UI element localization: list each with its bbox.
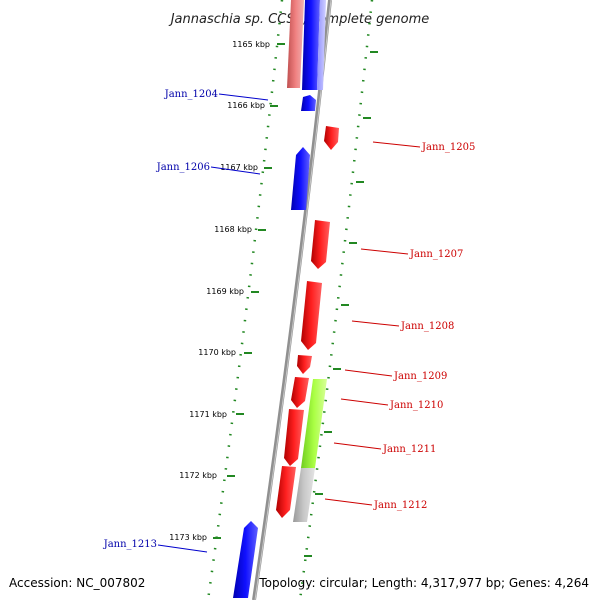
gene-jann1210: [291, 377, 309, 408]
other-feature: [293, 468, 315, 522]
gene-feature: [317, 0, 326, 90]
gene-feature: [287, 0, 304, 88]
tick-label: 1166 kbp: [227, 101, 265, 110]
rna-feature: [301, 379, 327, 468]
gene-label-jann1205[interactable]: Jann_1205: [421, 142, 475, 153]
label-leader: [324, 498, 373, 506]
label-leader: [157, 544, 208, 553]
gene-feature: [302, 0, 320, 90]
tick-label: 1165 kbp: [232, 40, 270, 49]
label-leader: [344, 369, 393, 377]
gene-jann1206: [291, 147, 310, 210]
gene-label-jann1212[interactable]: Jann_1212: [373, 500, 427, 511]
tick-label: 1170 kbp: [198, 348, 236, 357]
tick-label: 1168 kbp: [214, 225, 252, 234]
label-leader: [218, 93, 269, 101]
gene-label-jann1210[interactable]: Jann_1210: [389, 400, 443, 411]
gene-jann1212: [276, 466, 296, 518]
gene-label-jann1206[interactable]: Jann_1206: [156, 162, 210, 173]
gene-label-jann1211[interactable]: Jann_1211: [382, 444, 436, 455]
scale-ticks: [213, 43, 378, 557]
accession-text: Accession: NC_007802: [9, 576, 145, 590]
gene-jann1204: [301, 95, 316, 111]
label-leader: [372, 141, 421, 148]
gene-label-jann1208[interactable]: Jann_1208: [400, 321, 454, 332]
tick-label: 1169 kbp: [206, 287, 244, 296]
gene-jann1209: [297, 355, 312, 374]
gene-jann1205: [324, 126, 339, 150]
label-leader: [340, 398, 389, 406]
gene-jann1213: [233, 521, 258, 598]
label-leader: [333, 442, 382, 450]
label-leader: [351, 320, 400, 327]
gene-jann1207: [311, 220, 330, 269]
gene-label-jann1204[interactable]: Jann_1204: [164, 89, 218, 100]
gene-label-jann1207[interactable]: Jann_1207: [409, 249, 463, 260]
gene-label-jann1209[interactable]: Jann_1209: [393, 371, 447, 382]
tick-label: 1173 kbp: [169, 533, 207, 542]
genome-summary-text: Topology: circular; Length: 4,317,977 bp…: [258, 576, 589, 590]
tick-label: 1171 kbp: [189, 410, 227, 419]
tick-label: 1172 kbp: [179, 471, 217, 480]
tick-label: 1167 kbp: [220, 163, 258, 172]
gene-label-jann1213[interactable]: Jann_1213: [103, 539, 157, 550]
inner-grid-ring: [206, 0, 284, 600]
label-leader: [360, 248, 409, 255]
gene-jann1208: [301, 281, 322, 350]
gene-jann1211: [284, 409, 304, 466]
label-leader: [210, 166, 261, 175]
